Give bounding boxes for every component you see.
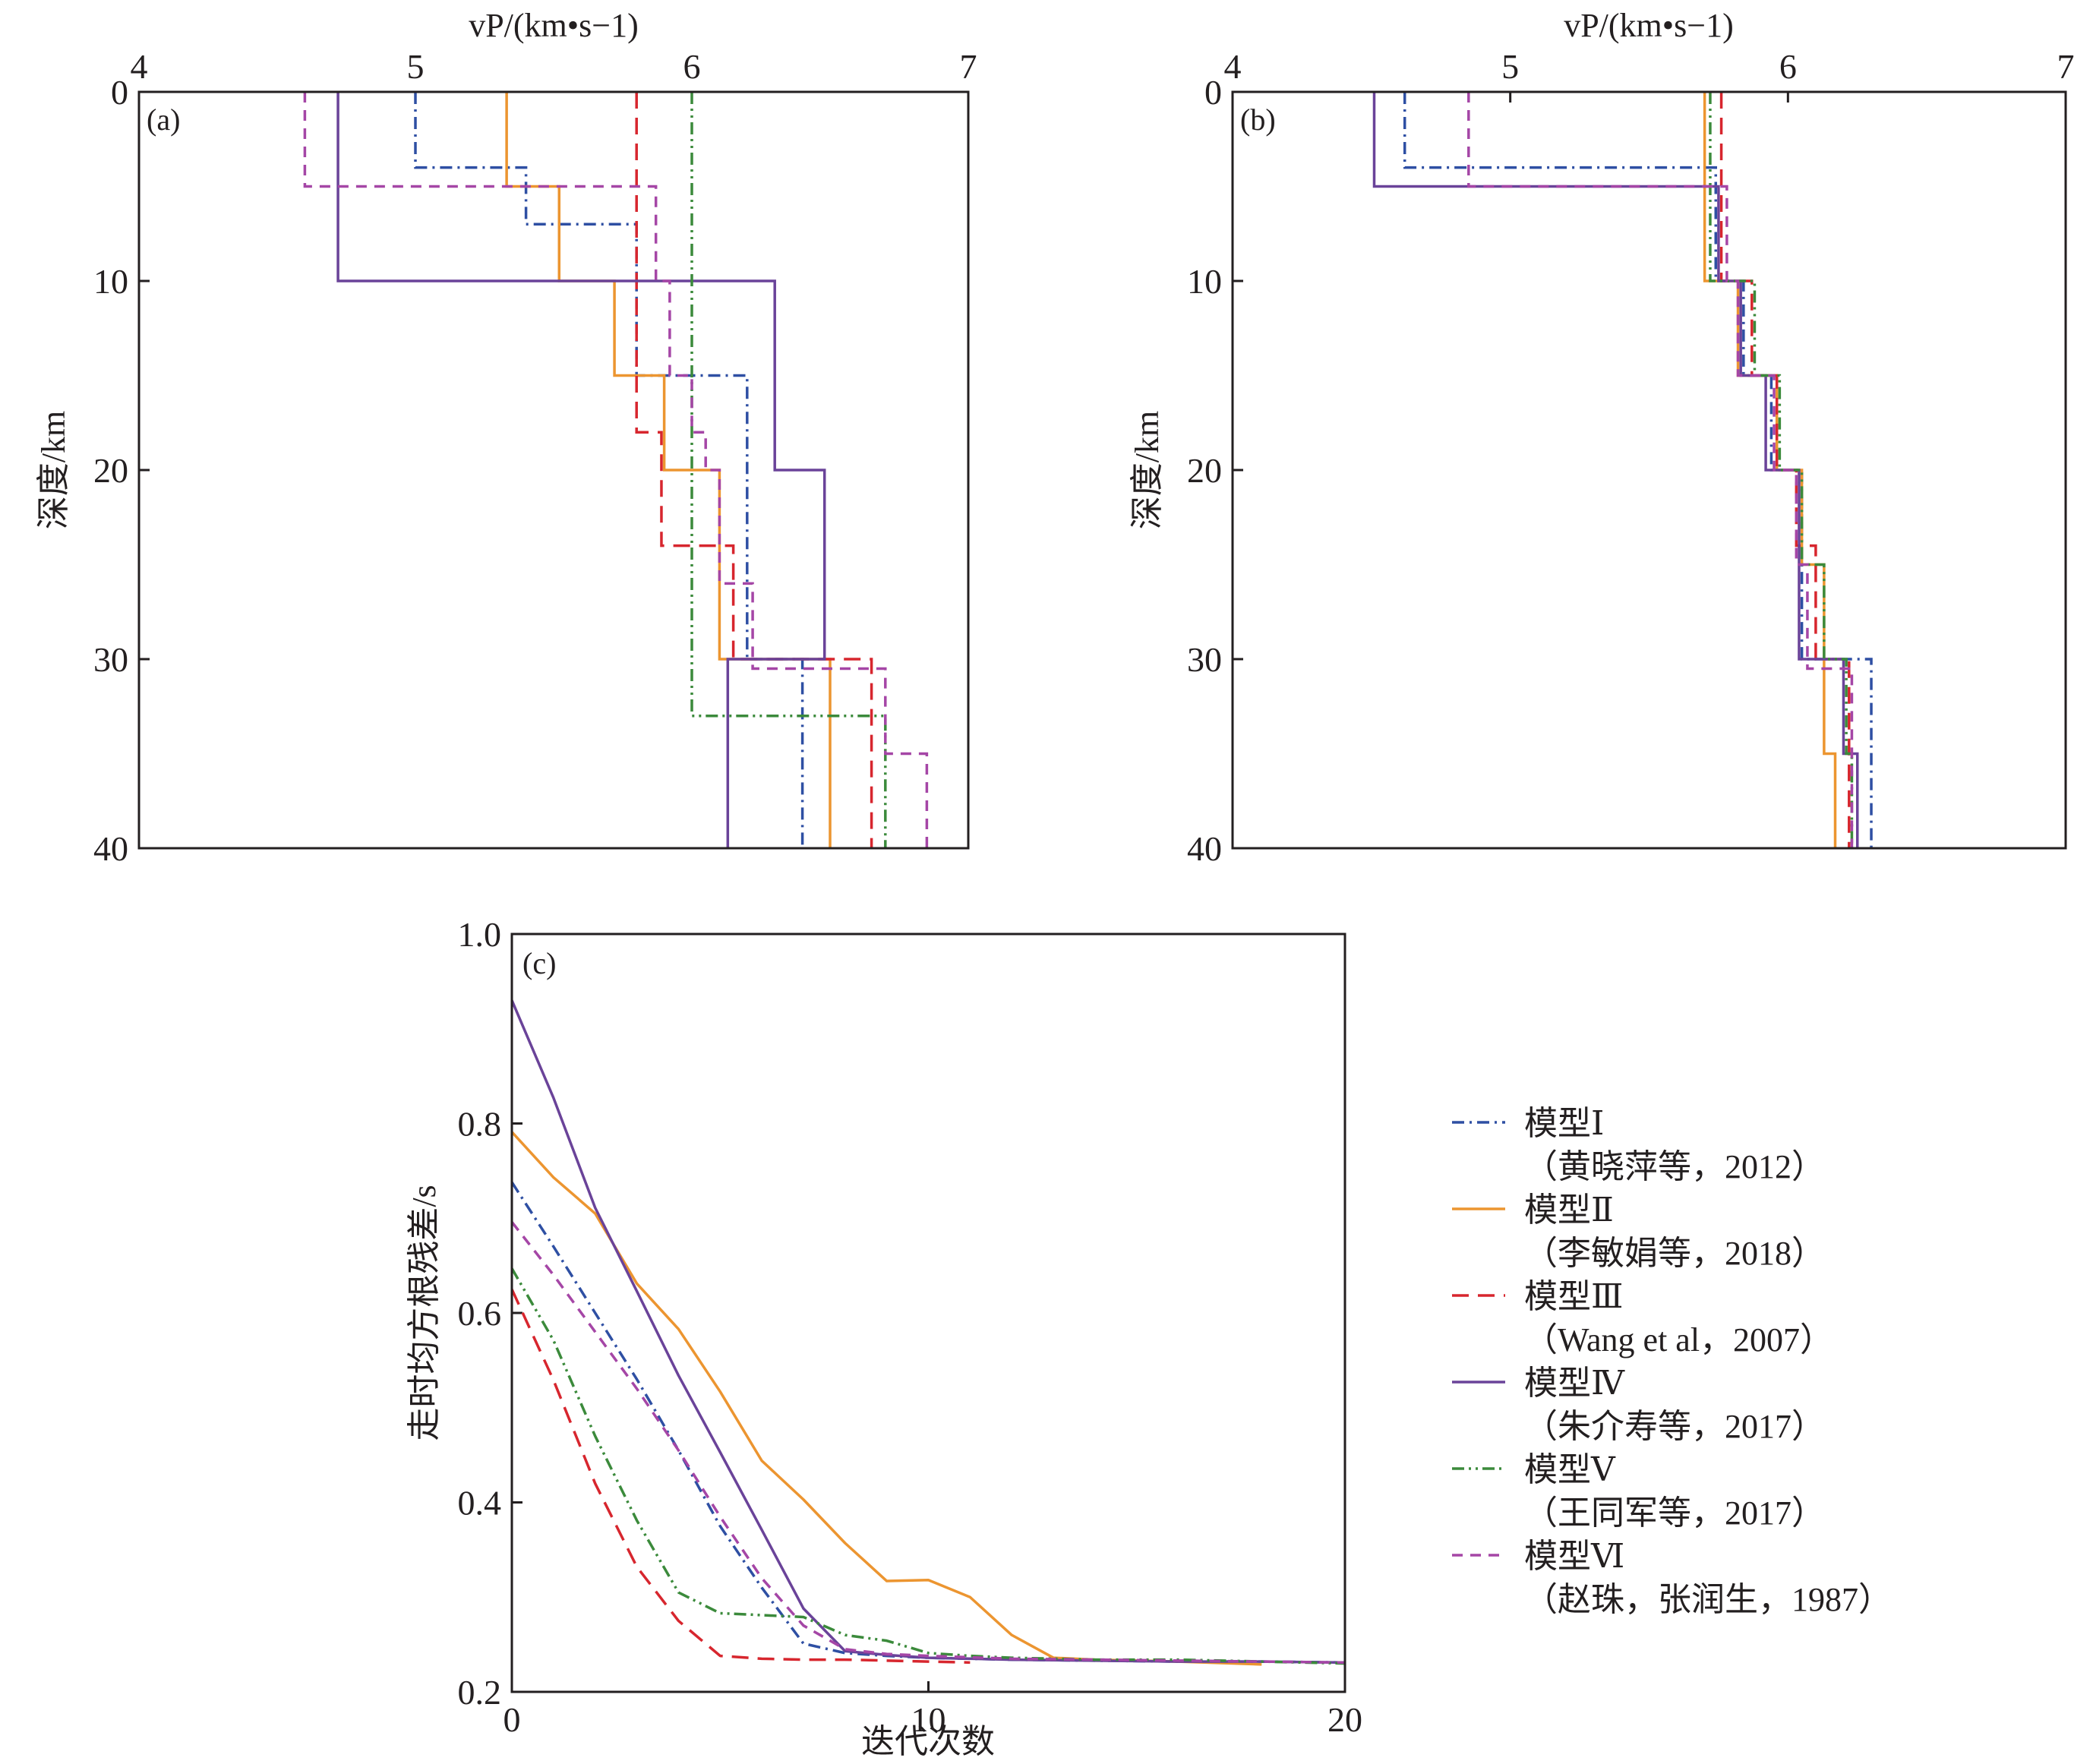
y-tick-label: 0.6 bbox=[458, 1294, 502, 1333]
series-line-model-3 bbox=[635, 92, 873, 848]
panel-a-label: (a) bbox=[147, 103, 180, 137]
series-line-model-1 bbox=[510, 1181, 1346, 1665]
legend-model-source: （朱介寿等，2017） bbox=[1524, 1408, 1825, 1445]
y-tick-label: 1.0 bbox=[458, 915, 502, 954]
y-tick-label: 0.4 bbox=[458, 1484, 502, 1523]
x-tick-label: 6 bbox=[1779, 47, 1797, 86]
x-tick-label: 5 bbox=[407, 47, 425, 86]
legend-model-source: （黄晓萍等，2012） bbox=[1524, 1148, 1825, 1185]
panel-c-frame bbox=[510, 932, 1346, 1693]
panel-c-rms-residual: 迭代次数 走时均方根残差/s 0 10 20 0.2 0.4 0.6 0.8 1.0 (c) bbox=[406, 915, 1362, 1760]
legend-model-source: （王同军等，2017） bbox=[1524, 1494, 1825, 1532]
legend-item-model-1: 模型Ⅰ （黄晓萍等，2012） bbox=[1452, 1105, 1825, 1185]
y-tick-label: 0 bbox=[111, 73, 128, 112]
series-line-model-5 bbox=[510, 1267, 1346, 1665]
panel-b-x-axis-title: vP/(km•s−1) bbox=[1564, 7, 1734, 44]
panel-a-frame bbox=[137, 90, 970, 850]
legend-item-model-3: 模型Ⅲ （Wang et al，2007） bbox=[1452, 1278, 1833, 1359]
panel-a-velocity-profile-initial: vP/(km•s−1) 深度/km 4 5 6 7 0 10 20 30 40 (a) bbox=[35, 7, 977, 868]
panel-c-series bbox=[510, 999, 1346, 1666]
y-tick-label: 0.2 bbox=[458, 1673, 502, 1712]
y-tick-label: 20 bbox=[1187, 451, 1222, 490]
series-line-model-6 bbox=[303, 92, 929, 848]
y-tick-label: 10 bbox=[1187, 262, 1222, 301]
y-tick-label: 0 bbox=[1204, 73, 1222, 112]
series-line-model-4 bbox=[1372, 92, 1859, 848]
series-line-model-6 bbox=[1467, 92, 1854, 848]
panel-b-series bbox=[1372, 92, 1873, 848]
legend-item-model-2: 模型Ⅱ （李敏娟等，2018） bbox=[1452, 1191, 1825, 1272]
x-tick-label: 10 bbox=[911, 1700, 946, 1739]
x-tick-label: 4 bbox=[131, 47, 148, 86]
panel-a-ticks: 4 5 6 7 0 10 20 30 40 bbox=[93, 47, 977, 868]
panel-b-frame bbox=[1231, 90, 2067, 850]
panel-c-x-axis-title: 迭代次数 bbox=[861, 1723, 995, 1760]
y-tick-label: 40 bbox=[1187, 829, 1222, 868]
y-tick-label: 30 bbox=[93, 640, 128, 679]
panel-b-label: (b) bbox=[1240, 103, 1276, 137]
series-line-model-6 bbox=[510, 1221, 1346, 1665]
series-line-model-4 bbox=[510, 999, 1346, 1665]
x-tick-label: 7 bbox=[960, 47, 977, 86]
legend-model-name: 模型Ⅴ bbox=[1524, 1451, 1616, 1488]
series-line-model-3 bbox=[510, 1289, 971, 1665]
y-tick-label: 40 bbox=[93, 829, 128, 868]
legend-model-name: 模型Ⅵ bbox=[1524, 1538, 1624, 1575]
series-line-model-2 bbox=[510, 1131, 1262, 1666]
legend-item-model-6: 模型Ⅵ （赵珠，张润生，1987） bbox=[1452, 1538, 1892, 1618]
legend-model-name: 模型Ⅳ bbox=[1524, 1365, 1625, 1402]
x-tick-label: 7 bbox=[2057, 47, 2075, 86]
x-tick-label: 0 bbox=[504, 1700, 521, 1739]
x-tick-label: 20 bbox=[1327, 1700, 1362, 1739]
series-line-model-5 bbox=[1709, 92, 1854, 848]
x-tick-label: 6 bbox=[683, 47, 701, 86]
legend-model-name: 模型Ⅱ bbox=[1524, 1191, 1614, 1229]
panel-c-ticks: 0 10 20 0.2 0.4 0.6 0.8 1.0 bbox=[458, 915, 1363, 1739]
y-tick-label: 30 bbox=[1187, 640, 1222, 679]
series-line-model-4 bbox=[336, 92, 826, 848]
legend-model-name: 模型Ⅲ bbox=[1524, 1278, 1623, 1315]
panel-a-x-axis-title: vP/(km•s−1) bbox=[469, 7, 639, 44]
panel-b-y-axis-title: 深度/km bbox=[1129, 411, 1166, 529]
legend: 模型Ⅰ （黄晓萍等，2012） 模型Ⅱ （李敏娟等，2018） 模型Ⅲ （Wang et … bbox=[1452, 1105, 1892, 1618]
panel-a-y-axis-title: 深度/km bbox=[35, 411, 72, 529]
panel-c-label: (c) bbox=[522, 946, 556, 980]
legend-model-name: 模型Ⅰ bbox=[1524, 1105, 1604, 1142]
y-tick-label: 20 bbox=[93, 451, 128, 490]
legend-item-model-4: 模型Ⅳ （朱介寿等，2017） bbox=[1452, 1365, 1825, 1445]
panel-c-y-axis-title: 走时均方根残差/s bbox=[406, 1185, 443, 1441]
y-tick-label: 0.8 bbox=[458, 1105, 502, 1144]
legend-model-source: （赵珠，张润生，1987） bbox=[1524, 1581, 1892, 1618]
panel-b-ticks: 4 5 6 7 0 10 20 30 40 bbox=[1187, 47, 2075, 868]
x-tick-label: 5 bbox=[1501, 47, 1519, 86]
panel-a-series bbox=[303, 92, 929, 848]
panel-b-velocity-profile-inverted: vP/(km•s−1) 深度/km 4 5 6 7 0 10 20 30 40 (b) bbox=[1129, 7, 2075, 868]
series-line-model-1 bbox=[414, 92, 804, 848]
legend-model-source: （李敏娟等，2018） bbox=[1524, 1235, 1825, 1272]
legend-model-source: （Wang et al，2007） bbox=[1524, 1321, 1833, 1359]
legend-item-model-5: 模型Ⅴ （王同军等，2017） bbox=[1452, 1451, 1825, 1532]
y-tick-label: 10 bbox=[93, 262, 128, 301]
x-tick-label: 4 bbox=[1224, 47, 1242, 86]
